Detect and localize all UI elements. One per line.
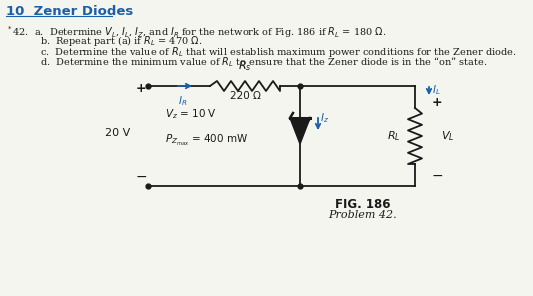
Polygon shape: [290, 118, 310, 144]
Text: 10  Zener Diodes: 10 Zener Diodes: [6, 5, 133, 18]
Text: $I_L$: $I_L$: [432, 83, 441, 97]
Text: $V_L$: $V_L$: [441, 129, 455, 143]
Text: $R_s$: $R_s$: [238, 59, 252, 73]
Text: c.  Determine the value of $R_L$ that will establish maximum power conditions fo: c. Determine the value of $R_L$ that wil…: [6, 45, 516, 59]
Text: b.  Repeat part (a) if $R_L$ = 470 $\Omega$.: b. Repeat part (a) if $R_L$ = 470 $\Omeg…: [6, 35, 202, 49]
Text: $V_z$ = 10 V: $V_z$ = 10 V: [165, 107, 217, 121]
Text: $^*$42.  a.  Determine $V_L$, $I_L$, $I_Z$, and $I_R$ for the network of Fig. 18: $^*$42. a. Determine $V_L$, $I_L$, $I_Z$…: [6, 24, 386, 40]
Text: FIG. 186: FIG. 186: [335, 198, 390, 211]
Text: −: −: [431, 169, 443, 183]
Text: d.  Determine the minimum value of $R_L$ to ensure that the Zener diode is in th: d. Determine the minimum value of $R_L$ …: [6, 56, 487, 69]
Text: 220 Ω: 220 Ω: [230, 91, 261, 101]
Text: $R_L$: $R_L$: [387, 129, 401, 143]
Text: $P_{Z_{max}}$ = 400 mW: $P_{Z_{max}}$ = 400 mW: [165, 133, 248, 148]
Text: −: −: [135, 170, 147, 184]
Text: +: +: [136, 83, 147, 96]
Text: $I_z$: $I_z$: [320, 111, 329, 125]
Text: $I_R$: $I_R$: [179, 94, 188, 108]
Text: 20 V: 20 V: [105, 128, 130, 138]
Text: +: +: [432, 96, 442, 109]
Text: Problem 42.: Problem 42.: [328, 210, 397, 220]
